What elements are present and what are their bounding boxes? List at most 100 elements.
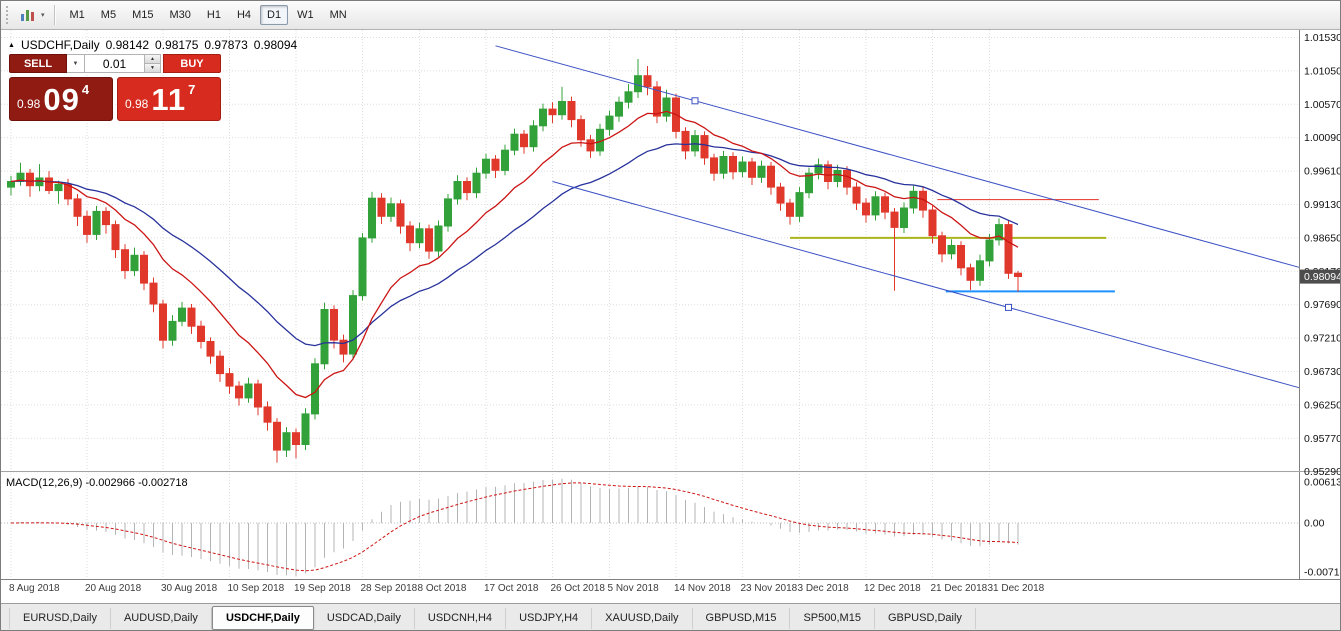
chart-tab-usdcnh-h4[interactable]: USDCNH,H4	[415, 607, 507, 629]
trend-channel[interactable]	[495, 45, 1300, 389]
date-tick-label: 8 Oct 2018	[418, 583, 467, 594]
current-price-badge	[1300, 269, 1340, 284]
candle	[482, 153, 490, 179]
candle	[662, 89, 671, 122]
timeframe-button-d1[interactable]: D1	[260, 5, 289, 25]
candle	[548, 102, 557, 124]
macd-axis-label: 0.00	[1304, 518, 1325, 530]
price-tick-label: 0.95770	[1304, 433, 1341, 445]
candle	[244, 377, 253, 403]
candle	[415, 222, 424, 249]
price-tick-label: 0.96730	[1304, 366, 1341, 378]
channel-handle	[691, 97, 699, 105]
price-tick-label: 0.96250	[1304, 399, 1341, 411]
chart-canvas[interactable]: 1.01530 1.01050 1.00570 1.00090 0.99610 0.991…	[1, 30, 1341, 603]
sell-button[interactable]: SELL	[9, 54, 67, 73]
candle	[862, 198, 870, 223]
candle	[767, 162, 775, 195]
volume-dropdown-button[interactable]: ▼	[67, 54, 85, 73]
horizontal-lines-layer[interactable]	[790, 199, 1115, 293]
timeframe-button-m1[interactable]: M1	[69, 9, 85, 21]
price-tick-label: 1.01530	[1304, 32, 1341, 44]
chart-tab-sp500-m15[interactable]: SP500,M15	[790, 607, 875, 629]
candle	[339, 334, 348, 363]
candle	[491, 155, 500, 178]
timeframe-button-m15[interactable]: M15	[132, 9, 154, 21]
candle	[501, 144, 509, 176]
candle	[985, 233, 994, 267]
buy-button[interactable]: BUY	[163, 54, 221, 73]
chart-ohlc-header: ▲ USDCHF,Daily 0.98142 0.98175 0.97873 0…	[8, 38, 297, 52]
chart-tab-xauusd-daily[interactable]: XAUUSD,Daily	[592, 607, 693, 629]
candle	[206, 337, 215, 364]
candle	[187, 304, 196, 334]
macd-axis-label: -0.007142	[1304, 567, 1341, 579]
candle	[368, 191, 376, 243]
timeframe-button-mn[interactable]: MN	[329, 9, 347, 21]
timeframe-button-h1[interactable]: H1	[206, 9, 221, 21]
timeframe-button-m30[interactable]: M30	[169, 9, 191, 21]
price-tick-label: 1.00090	[1304, 132, 1341, 144]
candle	[805, 167, 813, 199]
chart-tab-audusd-daily[interactable]: AUDUSD,Daily	[111, 607, 212, 629]
candle	[178, 301, 186, 327]
date-tick-label: 23 Nov 2018	[741, 583, 798, 594]
volume-decrease-button[interactable]: ▼	[145, 64, 161, 73]
candles-layer	[7, 59, 1022, 463]
one-click-toggle-icon[interactable]: ▲	[8, 41, 15, 49]
dropdown-caret-icon: ▾	[41, 11, 45, 19]
candle	[463, 177, 471, 201]
candle	[995, 218, 1003, 246]
date-tick-label: 3 Dec 2018	[798, 583, 850, 594]
buy-price-prefix: 0.98	[125, 97, 149, 111]
timeframe-buttons: M1 M5 M15 M30 H1 H4 D1 W1 MN	[63, 5, 354, 25]
candle	[225, 368, 234, 394]
buy-price-panel[interactable]: 0.98 11 7	[117, 77, 221, 121]
chart-tab-usdchf-daily[interactable]: USDCHF,Daily	[211, 606, 314, 630]
candle	[909, 185, 918, 214]
date-tick-label: 20 Aug 2018	[85, 583, 142, 594]
macd-signal-line	[10, 482, 1019, 572]
candle	[73, 194, 82, 226]
timeframe-button-h4[interactable]: H4	[236, 9, 252, 21]
candle	[710, 153, 718, 181]
candle	[634, 59, 642, 98]
chart-tab-eurusd-daily[interactable]: EURUSD,Daily	[9, 607, 111, 629]
candle	[349, 290, 357, 359]
price-tick-label: 0.97210	[1304, 333, 1341, 345]
toolbar-grip[interactable]	[6, 6, 12, 24]
price-tick-label: 0.97690	[1304, 299, 1341, 311]
candle	[748, 157, 756, 185]
chart-tab-gbpusd-daily[interactable]: GBPUSD,Daily	[875, 607, 976, 629]
candle	[757, 160, 766, 183]
price-axis-background	[1300, 30, 1340, 579]
date-tick-label: 31 Dec 2018	[988, 583, 1045, 594]
candle	[425, 224, 433, 259]
chart-tab-usdjpy-h4[interactable]: USDJPY,H4	[506, 607, 593, 629]
volume-increase-button[interactable]: ▲	[145, 54, 161, 64]
candle	[890, 208, 899, 291]
candle	[26, 169, 34, 197]
sell-price-panel[interactable]: 0.98 09 4	[9, 77, 113, 121]
chart-tab-gbpusd-m15[interactable]: GBPUSD,M15	[693, 607, 791, 629]
candle	[282, 427, 291, 457]
candle	[197, 320, 205, 349]
candle	[406, 221, 414, 252]
candle	[396, 199, 405, 234]
candle	[520, 130, 528, 154]
candle	[263, 401, 272, 431]
candle	[102, 207, 110, 234]
candle	[387, 197, 395, 222]
volume-input[interactable]: 0.01	[85, 54, 145, 73]
timeframe-button-w1[interactable]: W1	[297, 9, 314, 21]
candle	[871, 191, 880, 221]
candle	[529, 120, 538, 152]
chart-tab-usdcad-daily[interactable]: USDCAD,Daily	[314, 607, 415, 629]
timeframe-button-m5[interactable]: M5	[100, 9, 117, 21]
candle	[577, 115, 585, 147]
volume-spinner: ▲ ▼	[145, 54, 161, 73]
one-click-trading-panel: SELL ▼ 0.01 ▲ ▼ BUY 0.98 09 4 0.98	[9, 54, 221, 121]
chart-type-dropdown-button[interactable]: ▾	[16, 6, 49, 24]
candle	[605, 110, 614, 136]
